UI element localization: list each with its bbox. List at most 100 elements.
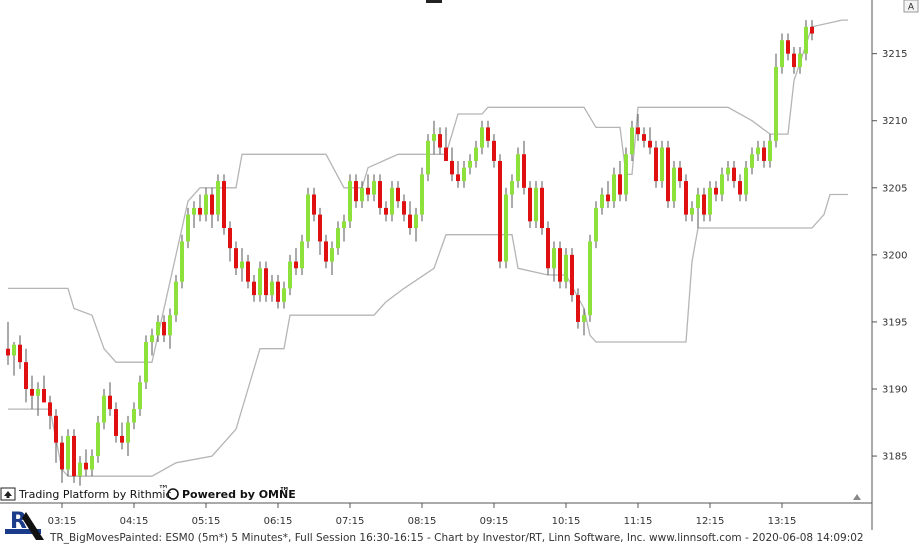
candle <box>24 348 28 403</box>
candle-body-up <box>756 147 760 155</box>
candle-body-up <box>102 395 106 423</box>
y-tick-label: 3205 <box>882 183 907 194</box>
symbol-badge-label: A <box>908 3 915 13</box>
candle <box>198 194 202 222</box>
candle <box>540 181 544 235</box>
candle-body-down <box>546 228 550 269</box>
candle-body-up <box>66 435 70 470</box>
candle <box>648 127 652 155</box>
symbol-badge[interactable]: A <box>903 0 919 13</box>
candle <box>762 140 766 168</box>
candle-body-down <box>408 214 412 229</box>
candle-body-up <box>600 194 604 208</box>
candle <box>36 382 40 416</box>
candle-body-down <box>492 140 496 161</box>
candle-body-up <box>306 194 310 242</box>
x-tick-label: 06:15 <box>264 516 293 527</box>
x-axis: 03:15 04:15 05:15 06:15 07:15 08:15 09:15 10:15… <box>48 503 796 527</box>
y-tick-label: 3215 <box>882 49 907 60</box>
candle-body-down <box>576 295 580 322</box>
candle-body-down <box>72 435 76 477</box>
y-tick-label: 3190 <box>882 384 907 395</box>
x-tick-label: 05:15 <box>192 516 221 527</box>
omne-branding[interactable]: Powered by OMNE ™ <box>167 485 296 501</box>
candle-body-up <box>126 422 130 443</box>
candle <box>780 33 784 74</box>
omne-circle-icon <box>167 488 179 500</box>
candle-body-up <box>804 26 808 54</box>
candle-body-down <box>456 174 460 182</box>
candle-body-down <box>162 321 166 336</box>
candle-body-up <box>12 344 16 356</box>
candle-body-up <box>156 321 160 336</box>
candle-body-up <box>630 127 634 155</box>
x-tick-label: 10:15 <box>552 516 581 527</box>
candle-body-up <box>588 241 592 316</box>
candle <box>486 120 490 148</box>
candle <box>444 127 448 161</box>
candle-body-up <box>342 221 346 229</box>
candle <box>606 181 610 208</box>
candle-body-down <box>702 194 706 215</box>
candle <box>438 127 442 155</box>
candle-body-down <box>384 207 388 215</box>
candle <box>264 261 268 302</box>
candles <box>6 20 814 486</box>
candle-body-up <box>552 248 556 269</box>
candle-body-up <box>516 154 520 182</box>
price-channel <box>8 19 848 477</box>
candle-body-down <box>276 281 280 302</box>
candle-body-down <box>570 254 574 296</box>
x-tick-label: 04:15 <box>120 516 149 527</box>
candle-body-down <box>312 194 316 215</box>
candle-body-up <box>150 335 154 343</box>
candle-body-down <box>810 26 814 34</box>
candle-body-down <box>522 154 526 188</box>
candle-body-down <box>738 181 742 195</box>
chart-info-line: TR_BigMovesPainted: ESM0 (5m*) 5 Minutes… <box>49 532 864 544</box>
candle-body-down <box>684 181 688 215</box>
candle-body-up <box>282 288 286 302</box>
candle <box>456 160 460 188</box>
candle <box>300 234 304 275</box>
candle <box>642 127 646 148</box>
candle-body-up <box>480 127 484 148</box>
candle <box>786 33 790 61</box>
y-axis: 3185 3190 3195 3200 3205 3210 3215 <box>872 49 907 463</box>
plot-background <box>0 0 872 503</box>
rithmic-branding[interactable]: Trading Platform by Rithmic ™ <box>0 483 172 501</box>
candle-body-down <box>18 344 22 363</box>
candle-body-down <box>642 134 646 141</box>
candle <box>384 201 388 222</box>
candle <box>552 241 556 282</box>
candle <box>624 147 628 202</box>
candle-body-up <box>144 342 148 383</box>
candle <box>306 187 310 249</box>
x-tick-label: 12:15 <box>696 516 725 527</box>
candle-body-down <box>30 388 34 396</box>
scroll-end-marker[interactable] <box>853 494 861 500</box>
candle <box>294 248 298 275</box>
candle <box>54 409 58 463</box>
candle <box>480 120 484 155</box>
candle <box>768 134 772 168</box>
candle-body-down <box>198 207 202 215</box>
candle-body-down <box>222 181 226 229</box>
candle <box>252 274 256 302</box>
candle <box>666 140 670 208</box>
candle-body-up <box>258 268 262 296</box>
candle-body-up <box>390 187 394 215</box>
candle-body-down <box>318 214 322 242</box>
candle-body-down <box>210 194 214 215</box>
candle-body-up <box>270 281 274 296</box>
candle <box>150 328 154 356</box>
candle <box>258 261 262 302</box>
candle <box>204 187 208 222</box>
candle-body-up <box>774 67 778 141</box>
candle-body-down <box>264 268 268 296</box>
candle-body-up <box>768 140 772 161</box>
candle <box>612 167 616 208</box>
channel-upper-line <box>8 19 848 363</box>
candle-body-down <box>228 228 232 249</box>
